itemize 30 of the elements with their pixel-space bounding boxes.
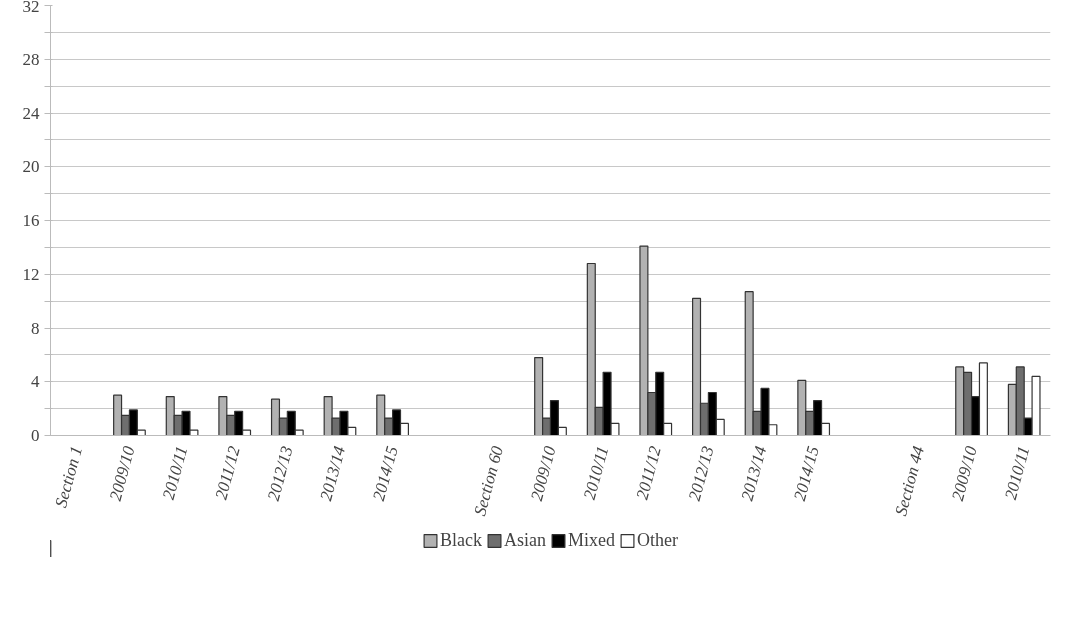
x-tick-label: Section 44 (891, 443, 929, 518)
legend-label: Mixed (568, 529, 616, 551)
x-tick-label: 2012/13 (684, 444, 718, 503)
x-tick-label: 2010/11 (579, 444, 613, 502)
y-tick-label: 4 (31, 372, 40, 392)
y-tick-label: 8 (31, 318, 40, 338)
x-tick-label: 2014/15 (790, 444, 823, 503)
legend-label: Black (440, 529, 483, 551)
x-tick-label: 2010/11 (1000, 444, 1034, 502)
y-tick-label: 32 (22, 0, 40, 16)
y-tick-label: 12 (22, 264, 40, 284)
y-tick-label: 0 (31, 426, 40, 445)
x-tick-label: 2010/11 (158, 444, 192, 502)
x-tick-label: Section 1 (51, 444, 86, 510)
legend-label: Other (637, 529, 678, 551)
x-tick-label: 2013/14 (316, 443, 350, 503)
y-tick-label: 24 (22, 103, 40, 123)
x-tick-label: 2013/14 (737, 443, 771, 503)
x-tick-label: 2014/15 (369, 444, 402, 503)
x-tick-label: 2009/10 (105, 443, 139, 503)
x-tick-label: Section 60 (470, 443, 508, 518)
x-tick-label: 2012/13 (263, 444, 297, 503)
y-tick-label: 28 (22, 49, 40, 69)
x-tick-label: 2009/10 (947, 443, 981, 503)
x-tick-label: 2009/10 (526, 443, 560, 503)
y-tick-label: 20 (22, 157, 40, 177)
y-tick-label: 16 (22, 211, 40, 230)
x-tick-label: 2011/12 (632, 443, 666, 502)
x-tick-label: 2011/12 (211, 443, 245, 502)
legend-label: Asian (504, 529, 547, 551)
